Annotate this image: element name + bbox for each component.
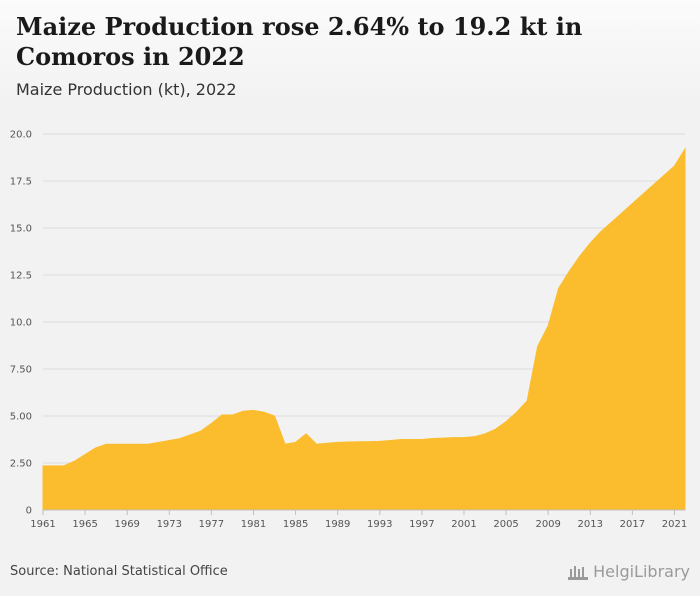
library-building-icon — [568, 565, 589, 580]
header: Maize Production rose 2.64% to 19.2 kt i… — [0, 0, 700, 114]
y-tick-label: 7.50 — [10, 365, 32, 376]
y-tick-label: 15.0 — [10, 224, 32, 235]
x-tick-label: 2001 — [451, 519, 476, 530]
x-tick-label: 1997 — [409, 519, 434, 530]
y-tick-label: 12.5 — [10, 271, 32, 282]
x-tick-label: 1973 — [157, 519, 182, 530]
x-tick-label: 1993 — [367, 519, 392, 530]
chart-subtitle: Maize Production (kt), 2022 — [16, 80, 237, 99]
production-area — [42, 147, 686, 511]
y-tick-label: 20.0 — [10, 130, 32, 141]
x-tick-label: 2009 — [535, 519, 560, 530]
x-tick-label: 2013 — [578, 519, 603, 530]
y-tick-label: 17.5 — [10, 177, 32, 188]
source-note: Source: National Statistical Office — [10, 564, 228, 579]
logo-text: HelgiLibrary — [593, 562, 690, 581]
y-tick-label: 0 — [26, 506, 32, 517]
x-tick-label: 1965 — [72, 519, 97, 530]
helgi-library-logo: HelgiLibrary — [567, 562, 690, 581]
x-tick-label: 1985 — [283, 519, 308, 530]
x-tick-label: 1969 — [114, 519, 139, 530]
x-tick-label: 2017 — [620, 519, 645, 530]
y-tick-label: 2.50 — [10, 459, 32, 470]
y-tick-label: 5.00 — [10, 412, 32, 423]
x-tick-label: 2021 — [662, 519, 687, 530]
x-tick-label: 1989 — [325, 519, 350, 530]
x-tick-label: 2005 — [493, 519, 518, 530]
y-tick-label: 10.0 — [10, 318, 32, 329]
x-tick-label: 1977 — [199, 519, 224, 530]
x-tick-label: 1961 — [30, 519, 55, 530]
x-tick-label: 1981 — [241, 519, 266, 530]
footer: Source: National Statistical Office Helg… — [0, 554, 700, 596]
area-chart: 0 2.50 5.00 7.50 10.0 12.5 15.0 17.5 20.0 1961 196… — [10, 130, 687, 531]
plot-area: 0 2.50 5.00 7.50 10.0 12.5 15.0 17.5 20.0 1961 196… — [0, 114, 700, 554]
chart-title: Maize Production rose 2.64% to 19.2 kt i… — [16, 12, 583, 71]
